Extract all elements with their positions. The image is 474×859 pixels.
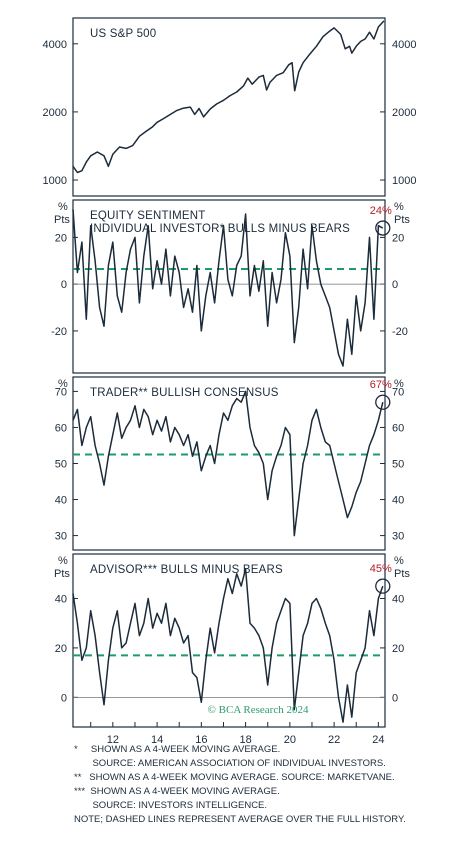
series-line xyxy=(72,20,385,174)
panel-subtitle: INDIVIDUAL INVESTOR* BULLS MINUS BEARS xyxy=(90,223,350,235)
y-tick-label-left: 50 xyxy=(55,459,67,471)
panel-frame xyxy=(72,17,386,197)
y-tick-label-right: 20 xyxy=(392,232,404,244)
y-tick-label-right: 50 xyxy=(392,459,404,471)
y-tick-label-left: 30 xyxy=(55,531,67,543)
y-tick-label-left: 0 xyxy=(61,279,67,291)
unit-label-left: % xyxy=(58,378,68,390)
panel-title: US S&P 500 xyxy=(90,28,156,40)
footnote-line: * SHOWN AS A 4-WEEK MOVING AVERAGE. xyxy=(74,744,280,755)
footnote-line: *** SHOWN AS A 4-WEEK MOVING AVERAGE. xyxy=(74,786,280,797)
y-tick-label-right: 70 xyxy=(392,386,404,398)
x-tick-label: 22 xyxy=(328,734,340,746)
unit-label-right: % xyxy=(394,555,404,567)
panel-title: ADVISOR*** BULLS MINUS BEARS xyxy=(90,564,283,576)
y-tick-label-left: 4000 xyxy=(43,39,67,51)
unit-label-right: % xyxy=(394,378,404,390)
y-tick-label-left: 2000 xyxy=(43,107,67,119)
unit-label-left-2: Pts xyxy=(54,214,70,226)
callout-label: 24% xyxy=(370,205,392,217)
y-tick-label-left: 1000 xyxy=(43,175,67,187)
y-tick-label-left: 20 xyxy=(55,643,67,655)
footnote-line: ** SHOWN AS A 4-WEEK MOVING AVERAGE. SOU… xyxy=(74,772,395,783)
y-tick-label-right: 40 xyxy=(392,593,404,605)
callout-label: 67% xyxy=(370,379,392,391)
y-tick-label-right: 20 xyxy=(392,643,404,655)
panel-title: EQUITY SENTIMENT xyxy=(90,210,205,222)
series-line xyxy=(72,568,384,723)
y-tick-label-left: 40 xyxy=(55,495,67,507)
unit-label-right: % xyxy=(394,201,404,213)
unit-label-left: % xyxy=(58,201,68,213)
callout-circle xyxy=(375,220,391,236)
y-tick-label-right: 0 xyxy=(392,279,398,291)
y-tick-label-right: 0 xyxy=(392,692,398,704)
y-tick-label-right: 4000 xyxy=(392,39,416,51)
y-tick-label-right: -20 xyxy=(392,326,408,338)
y-tick-label-left: 20 xyxy=(55,232,67,244)
panel-1: 1000 1000 2000 2000 4000 4000 US S&P 500 xyxy=(43,17,416,197)
callout-circle xyxy=(375,394,391,410)
footnote-line: SOURCE: INVESTORS INTELLIGENCE. xyxy=(74,800,267,811)
y-tick-label-right: 2000 xyxy=(392,107,416,119)
x-tick-label: 18 xyxy=(239,734,251,746)
y-tick-label-left: 70 xyxy=(55,386,67,398)
panel-title: TRADER** BULLISH CONSENSUS xyxy=(90,387,279,399)
callout-label: 45% xyxy=(370,563,392,575)
y-tick-label-left: 0 xyxy=(61,692,67,704)
series-line xyxy=(72,209,384,367)
series-line xyxy=(72,390,384,537)
panel-frame xyxy=(72,553,386,728)
unit-label-right-2: Pts xyxy=(394,214,410,226)
footnote-line: SOURCE: AMERICAN ASSOCIATION OF INDIVIDU… xyxy=(74,758,386,769)
x-tick-label: 20 xyxy=(284,734,296,746)
x-tick-label: 24 xyxy=(372,734,384,746)
x-tick-label: 14 xyxy=(151,734,163,746)
credit-text: © BCA Research 2024 xyxy=(208,704,309,716)
panel-frame xyxy=(72,376,386,551)
y-tick-label-left: 40 xyxy=(55,593,67,605)
panel-frame xyxy=(72,199,386,374)
y-tick-label-right: 40 xyxy=(392,495,404,507)
unit-label-left-2: Pts xyxy=(54,568,70,580)
y-tick-label-left: 60 xyxy=(55,422,67,434)
unit-label-left: % xyxy=(58,555,68,567)
x-tick-label: 12 xyxy=(107,734,119,746)
x-axis: 12 14 16 18 20 22 24 xyxy=(90,722,384,746)
y-tick-label-right: 60 xyxy=(392,422,404,434)
y-tick-label-right: 30 xyxy=(392,531,404,543)
y-tick-label-left: -20 xyxy=(51,326,67,338)
x-tick-label: 16 xyxy=(195,734,207,746)
callout-circle xyxy=(375,578,391,594)
footnote-line: NOTE; DASHED LINES REPRESENT AVERAGE OVE… xyxy=(74,814,406,825)
unit-label-right-2: Pts xyxy=(394,568,410,580)
y-tick-label-right: 1000 xyxy=(392,175,416,187)
panel-3: 30 30 40 40 50 50 60 60 70 70% % TRADER** BULLISH C… xyxy=(55,376,404,551)
footnotes: * SHOWN AS A 4-WEEK MOVING AVERAGE. SOUR… xyxy=(74,744,406,825)
